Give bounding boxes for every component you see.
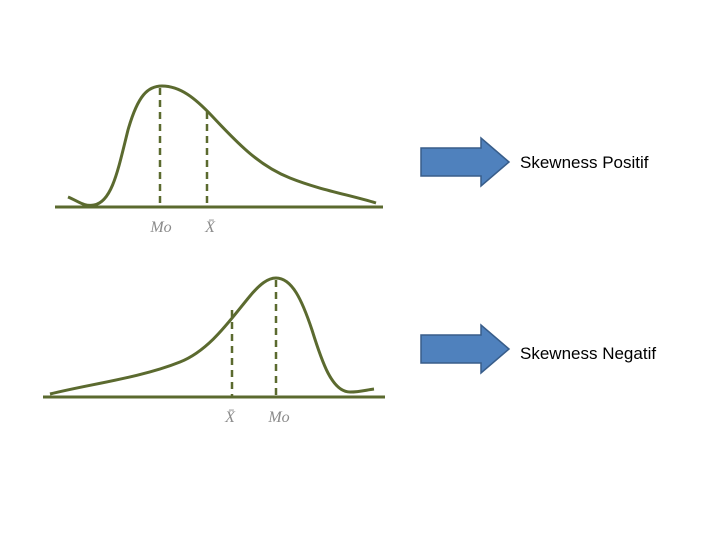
distribution-curve bbox=[49, 276, 375, 396]
caption: Skewness Negatif bbox=[520, 344, 656, 363]
positive-skew-diagram: Mo X̄ bbox=[55, 84, 383, 236]
mean-label: X̄ bbox=[224, 409, 236, 426]
arrow bbox=[420, 136, 511, 188]
distribution-curve bbox=[67, 84, 377, 207]
mode-label: Mo bbox=[267, 409, 289, 426]
caption: Skewness Positif bbox=[520, 153, 649, 172]
negative-skew-diagram: X̄ Mo bbox=[43, 276, 385, 426]
mean-label: X̄ bbox=[204, 219, 216, 236]
mode-label: Mo bbox=[149, 219, 171, 236]
arrow bbox=[420, 323, 511, 375]
